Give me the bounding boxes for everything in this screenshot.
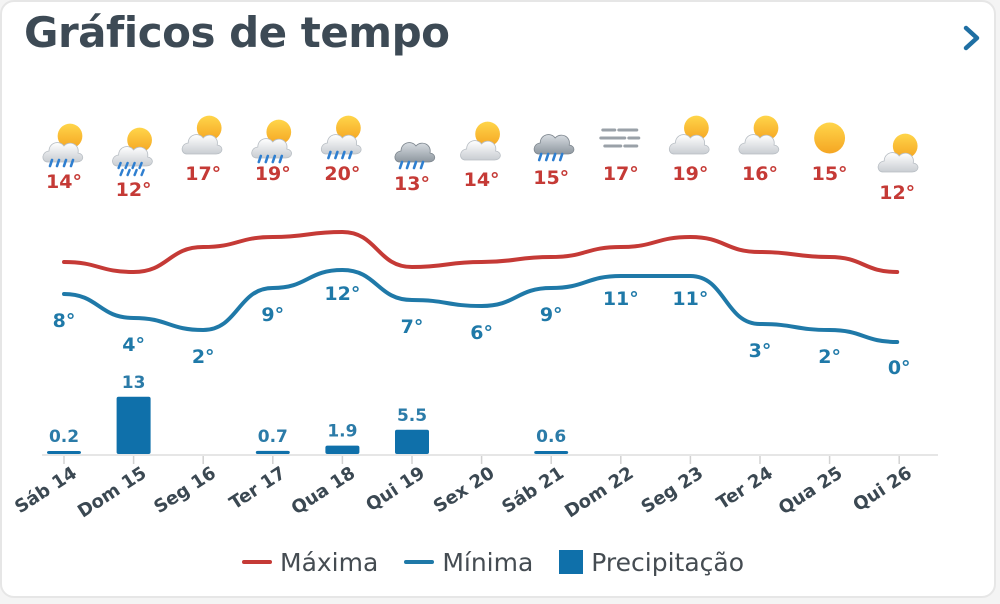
max-temp-label: 15° <box>533 167 569 189</box>
precip-value-label: 13 <box>122 373 146 393</box>
page-title: Gráficos de tempo <box>24 8 450 57</box>
x-axis-label: Sex 20 <box>430 463 499 518</box>
precip-bar <box>47 451 81 454</box>
sun-cloud-icon <box>460 121 501 161</box>
sun-cloud-heavy-rain-icon <box>112 127 153 177</box>
legend-min-label: Mínima <box>442 547 534 577</box>
precip-value-label: 0.2 <box>49 427 79 447</box>
x-axis-label: Ter 24 <box>713 463 777 515</box>
legend-item-precip: Precipitação <box>559 548 744 577</box>
max-temp-label: 15° <box>812 163 848 185</box>
max-temp-label: 17° <box>603 163 639 185</box>
precip-value-label: 5.5 <box>397 406 427 426</box>
chart-legend: Máxima Mínima Precipitação <box>242 542 770 582</box>
min-temp-label: 0° <box>888 357 911 379</box>
x-axis-label: Qua 25 <box>775 463 846 520</box>
x-axis-label: Qui 26 <box>849 463 915 516</box>
cloud-rain-icon <box>394 142 436 170</box>
min-temp-label: 2° <box>818 346 841 368</box>
sun-cloud-rain-icon <box>42 123 84 168</box>
sun-cloud-rain-icon <box>251 119 292 164</box>
x-axis-label: Sáb 21 <box>498 463 568 518</box>
fog-icon <box>599 128 641 148</box>
legend-item-max: Máxima <box>242 548 378 577</box>
cloud-rain-icon <box>533 134 575 162</box>
min-temp-label: 9° <box>261 304 284 326</box>
x-axis-label: Seg 23 <box>638 463 708 518</box>
precip-bar <box>325 445 360 454</box>
sun-cloud-icon <box>877 133 919 173</box>
min-temp-label: 3° <box>749 340 772 362</box>
min-temp-label: 8° <box>53 310 76 332</box>
sun-cloud-icon <box>738 115 780 155</box>
precip-value-label: 0.6 <box>536 427 566 447</box>
legend-precip-swatch <box>559 550 584 574</box>
x-axis-label: Qua 18 <box>288 463 359 520</box>
min-temp-line <box>62 267 900 344</box>
legend-item-min: Mínima <box>404 548 533 577</box>
min-temp-label: 11° <box>603 288 639 310</box>
legend-min-swatch <box>404 560 435 564</box>
max-temp-label: 16° <box>742 163 778 185</box>
sun-cloud-icon <box>668 115 710 155</box>
max-temp-label: 20° <box>324 163 360 185</box>
min-temp-label: 4° <box>122 334 145 356</box>
precip-bar <box>116 396 151 454</box>
max-temp-label: 19° <box>255 163 291 185</box>
max-temp-label: 17° <box>185 163 221 185</box>
max-temp-label: 14° <box>46 171 82 193</box>
legend-precip-label: Precipitação <box>591 547 745 577</box>
x-axis-label: Dom 15 <box>74 463 150 523</box>
x-axis-label: Seg 16 <box>150 463 220 518</box>
sun-cloud-rain-icon <box>320 115 362 160</box>
chevron-right-icon[interactable] <box>954 18 988 58</box>
min-temp-label: 9° <box>540 304 563 326</box>
min-temp-label: 6° <box>470 322 493 344</box>
max-temp-label: 14° <box>464 169 500 191</box>
legend-max-label: Máxima <box>280 547 379 577</box>
precip-value-label: 0.7 <box>258 427 288 447</box>
min-temp-label: 12° <box>324 283 360 305</box>
legend-max-swatch <box>242 560 272 564</box>
x-axis-label: Dom 22 <box>561 463 637 523</box>
max-temp-label: 13° <box>394 173 430 195</box>
x-axis-label: Ter 17 <box>226 463 290 515</box>
min-temp-label: 2° <box>192 346 215 368</box>
x-axis-label: Sáb 14 <box>11 463 81 518</box>
min-temp-label: 11° <box>672 288 708 310</box>
precip-bar <box>255 450 290 454</box>
max-temp-label: 12° <box>879 182 915 204</box>
sun-icon <box>814 122 846 154</box>
min-temp-label: 7° <box>401 316 424 338</box>
x-axis-label: Qui 19 <box>362 463 428 516</box>
max-temp-line <box>62 229 900 275</box>
max-temp-label: 12° <box>116 179 152 201</box>
precip-bar <box>534 451 569 454</box>
max-temp-label: 19° <box>672 163 708 185</box>
sun-cloud-icon <box>181 115 223 155</box>
precip-value-label: 1.9 <box>327 422 357 442</box>
precip-bar <box>395 429 429 454</box>
